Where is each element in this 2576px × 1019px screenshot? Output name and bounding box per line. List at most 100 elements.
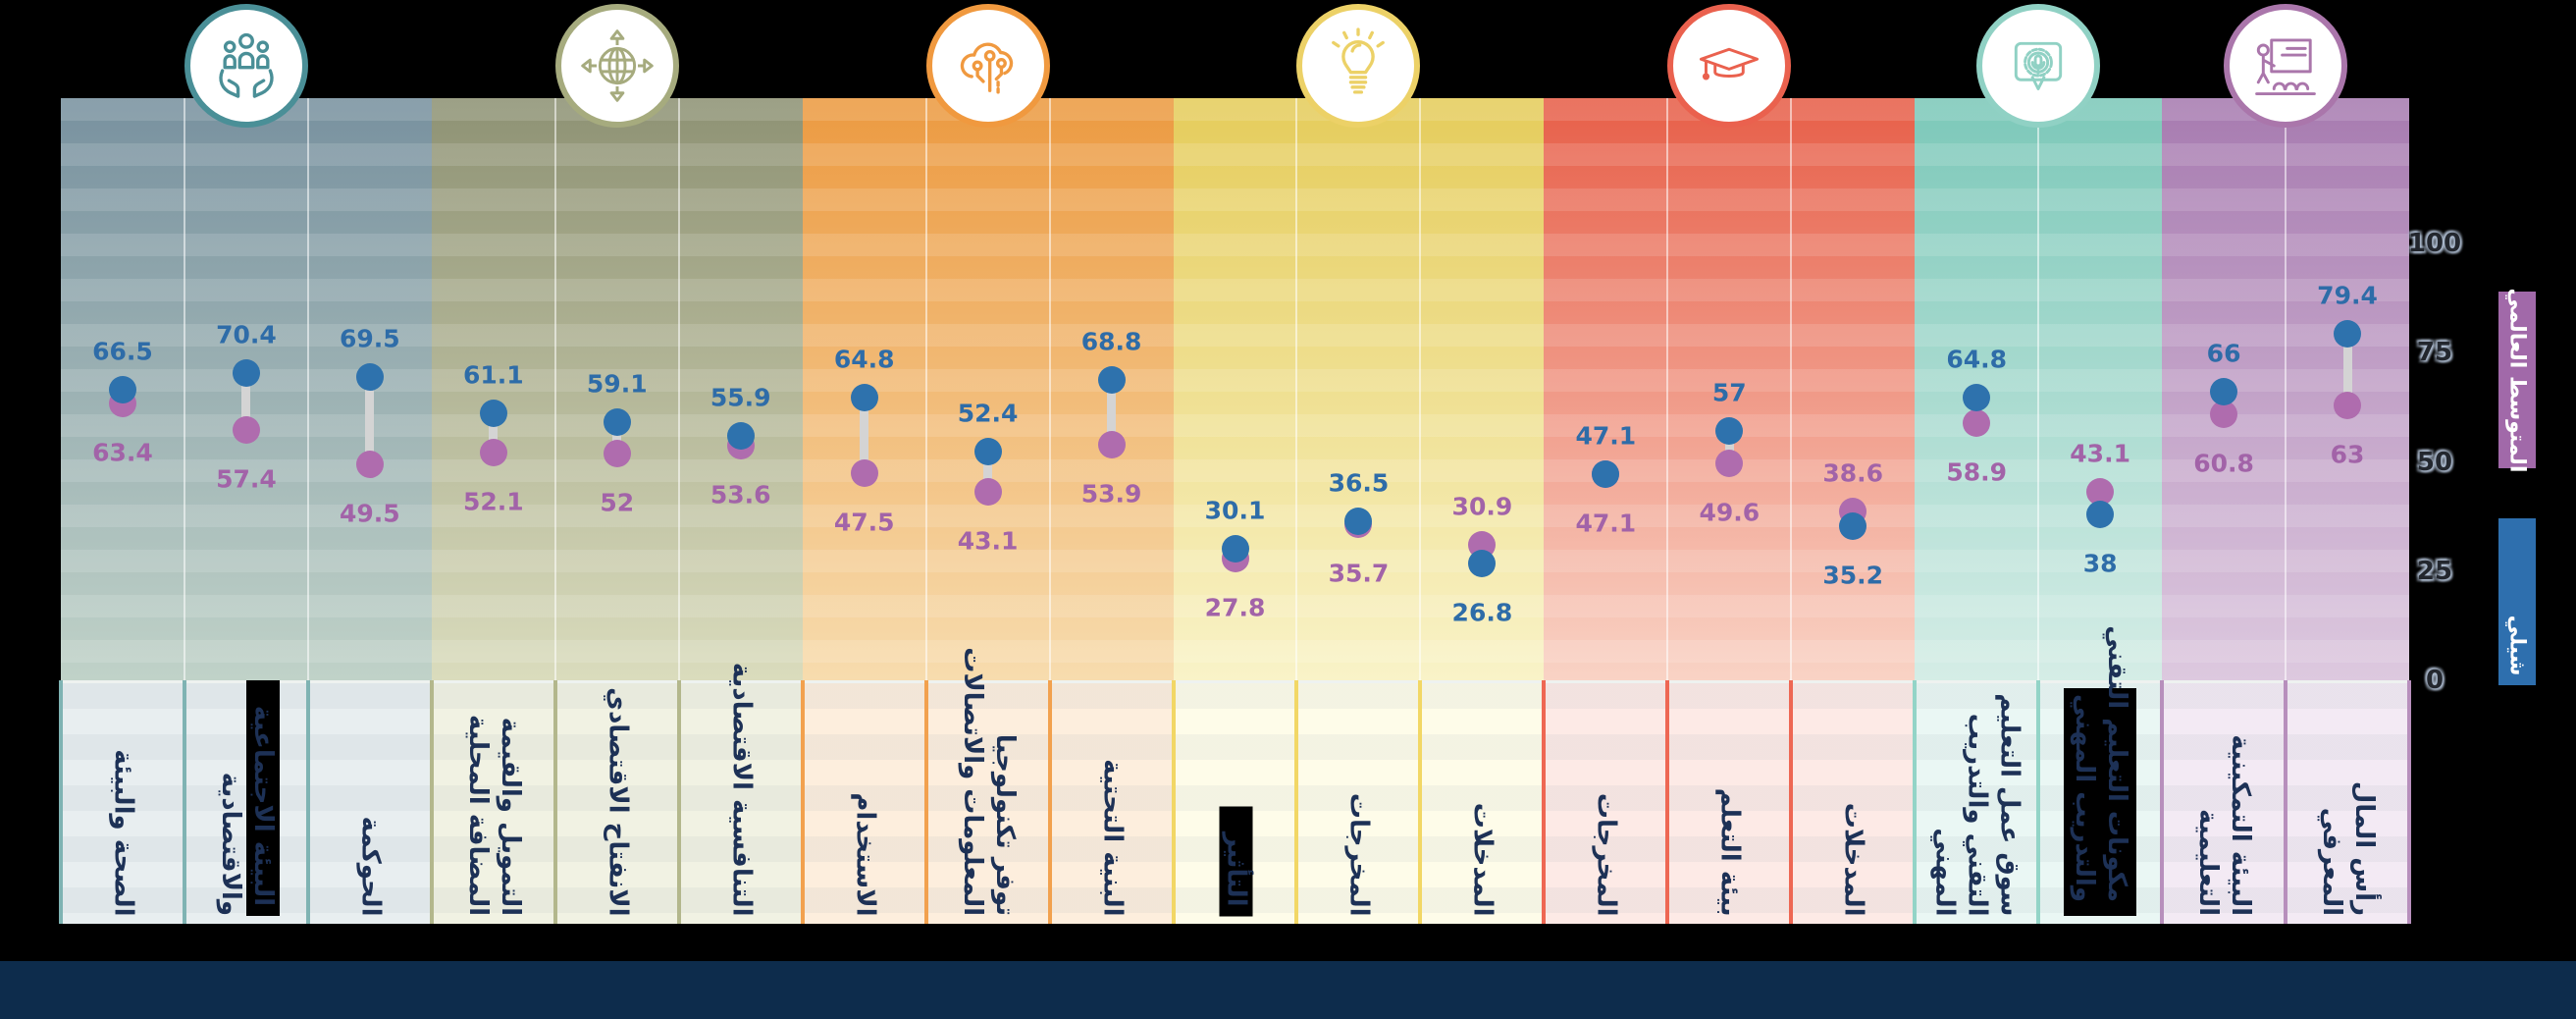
label-area-edge [59, 680, 63, 924]
value-label-country: 70.4 [216, 320, 277, 349]
value-label-world: 43.1 [2070, 439, 2130, 468]
value-label-world: 63.4 [92, 438, 153, 467]
world-average-dot [232, 415, 260, 444]
legend-world-average-swatch: المتوسط العالمي [2498, 288, 2536, 472]
column-separator [1666, 98, 1669, 680]
value-label-world: 60.8 [2193, 449, 2254, 478]
value-label-world: 35.7 [1328, 559, 1390, 588]
column-separator [2037, 98, 2040, 680]
teacher-presentation-icon [2224, 4, 2348, 128]
column-separator [1419, 98, 1422, 680]
country-dot [479, 400, 507, 428]
legend-country-swatch: شيلي [2498, 518, 2536, 685]
value-label-country: 26.8 [1451, 598, 1513, 627]
group-plot-background [1544, 98, 1916, 680]
value-label-country: 57 [1711, 378, 1747, 407]
label-column-separator [2160, 680, 2165, 924]
country-dot [973, 437, 1002, 465]
label-column-separator [305, 680, 310, 924]
label-column-separator [1171, 680, 1176, 924]
value-label-country: 68.8 [1080, 327, 1142, 356]
world-average-dot [973, 478, 1002, 507]
label-column-separator [923, 680, 928, 924]
country-dot [232, 358, 260, 387]
label-column-separator [2284, 680, 2288, 924]
label-column-separator [1418, 680, 1423, 924]
value-label-world: 63 [2330, 440, 2365, 469]
dumbbell-connector [365, 376, 375, 464]
column-separator [677, 98, 680, 680]
country-dot [1221, 535, 1249, 563]
column-separator [2285, 98, 2287, 680]
country-dot [108, 376, 136, 404]
footer-bar [0, 961, 2576, 1019]
world-average-dot [2210, 401, 2238, 429]
country-dot [1592, 460, 1620, 489]
world-average-dot [850, 458, 878, 487]
value-label-world: 53.9 [1080, 479, 1142, 509]
value-label-country: 66 [2206, 339, 2241, 368]
country-dot [2334, 319, 2362, 348]
country-dot [1839, 512, 1867, 541]
value-label-world: 49.5 [340, 499, 400, 528]
category-label: رأس المال المعرفي [2230, 680, 2465, 924]
label-column-separator [1294, 680, 1299, 924]
value-label-country: 79.4 [2317, 281, 2378, 310]
country-dot [1097, 365, 1126, 394]
label-column-separator [1542, 680, 1547, 924]
country-dot [603, 408, 631, 436]
value-label-world: 47.1 [1575, 509, 1637, 538]
value-label-country: 35.2 [1822, 561, 1884, 590]
category-label-text: رأس المال المعرفي [2317, 780, 2380, 916]
country-dot [1468, 549, 1497, 577]
column-separator [1295, 98, 1298, 680]
dumbbell-connector [983, 451, 993, 493]
label-column-separator [1913, 680, 1918, 924]
value-label-world: 43.1 [957, 526, 1019, 556]
column-separator [1790, 98, 1793, 680]
dumbbell-connector [860, 397, 869, 473]
value-label-country: 64.8 [1946, 345, 2008, 374]
group-plot-background [431, 98, 803, 680]
value-label-country: 61.1 [462, 360, 524, 390]
value-label-country: 36.5 [1328, 468, 1390, 498]
dumbbell-connector [1724, 431, 1734, 464]
dumbbell-connector [1107, 379, 1117, 446]
axis-tick-label: 75 [2416, 338, 2453, 368]
country-dot [1715, 417, 1744, 446]
column-separator [183, 98, 185, 680]
label-column-separator [182, 680, 186, 924]
country-dot [355, 362, 384, 391]
column-separator [306, 98, 309, 680]
world-average-dot [1097, 431, 1126, 459]
label-column-separator [2036, 680, 2041, 924]
axis-tick-label: 25 [2416, 556, 2453, 586]
label-column-separator [1789, 680, 1794, 924]
value-label-world: 27.8 [1204, 593, 1266, 622]
value-label-country: 55.9 [710, 383, 771, 412]
world-average-dot [355, 450, 384, 478]
world-average-dot [1715, 450, 1744, 478]
dumbbell-connector [241, 372, 251, 430]
axis-tick-label: 0 [2425, 666, 2445, 695]
legend-world-average-label: المتوسط العالمي [2504, 288, 2530, 472]
dumbbell-connector [2342, 333, 2352, 405]
circuit-cloud-icon [925, 4, 1050, 128]
label-column-separator [1665, 680, 1670, 924]
column-separator [924, 98, 927, 680]
value-label-world: 58.9 [1946, 457, 2008, 487]
graduation-cap-icon [1667, 4, 1792, 128]
value-label-world: 30.9 [1451, 492, 1513, 521]
dumbbell-connector [612, 422, 622, 454]
value-label-country: 30.1 [1204, 496, 1266, 525]
value-label-country: 69.5 [340, 324, 400, 353]
value-label-country: 66.5 [92, 337, 153, 366]
certificate-icon [1976, 4, 2101, 128]
label-column-separator [1047, 680, 1052, 924]
country-dot [726, 422, 755, 451]
label-area-edge [2407, 680, 2411, 924]
value-label-country: 59.1 [586, 369, 648, 399]
label-column-separator [429, 680, 434, 924]
value-label-world: 52.1 [462, 487, 524, 516]
value-label-world: 49.6 [1699, 498, 1761, 527]
